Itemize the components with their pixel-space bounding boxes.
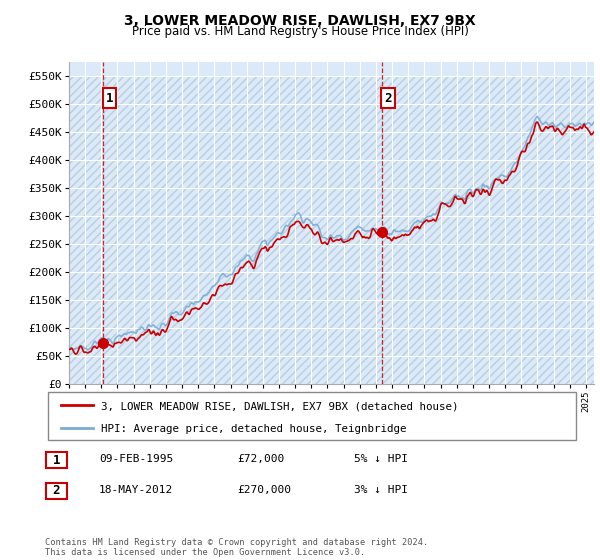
Text: Contains HM Land Registry data © Crown copyright and database right 2024.
This d: Contains HM Land Registry data © Crown c… [45,538,428,557]
Text: 5% ↓ HPI: 5% ↓ HPI [354,454,408,464]
Text: 2: 2 [53,484,60,497]
Text: 18-MAY-2012: 18-MAY-2012 [99,485,173,495]
Text: 3, LOWER MEADOW RISE, DAWLISH, EX7 9BX (detached house): 3, LOWER MEADOW RISE, DAWLISH, EX7 9BX (… [101,402,458,411]
Text: £270,000: £270,000 [237,485,291,495]
Text: 1: 1 [106,91,113,105]
Text: HPI: Average price, detached house, Teignbridge: HPI: Average price, detached house, Teig… [101,424,406,433]
Text: Price paid vs. HM Land Registry's House Price Index (HPI): Price paid vs. HM Land Registry's House … [131,25,469,38]
Text: 3% ↓ HPI: 3% ↓ HPI [354,485,408,495]
Text: £72,000: £72,000 [237,454,284,464]
Text: 2: 2 [385,91,392,105]
FancyBboxPatch shape [46,452,67,468]
FancyBboxPatch shape [46,483,67,499]
Text: 3, LOWER MEADOW RISE, DAWLISH, EX7 9BX: 3, LOWER MEADOW RISE, DAWLISH, EX7 9BX [124,14,476,28]
Text: 1: 1 [53,454,60,466]
FancyBboxPatch shape [48,392,576,440]
Text: 09-FEB-1995: 09-FEB-1995 [99,454,173,464]
